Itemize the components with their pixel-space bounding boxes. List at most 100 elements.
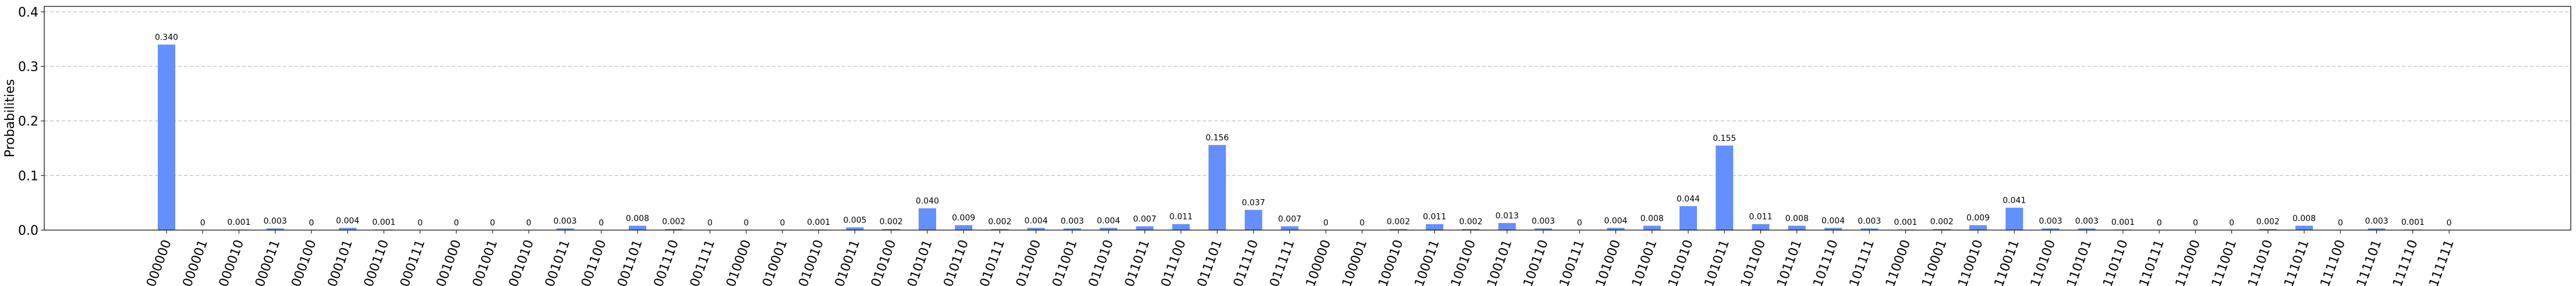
bar-value-label: 0.004 xyxy=(1822,216,1845,225)
bar-value-label: 0 xyxy=(417,218,423,228)
bar-value-label: 0.007 xyxy=(1278,214,1301,224)
bar-value-label: 0.001 xyxy=(1894,218,1917,227)
bar-value-label: 0 xyxy=(2193,218,2198,228)
bar-value-label: 0.003 xyxy=(2075,217,2099,226)
bar-value-label: 0.001 xyxy=(807,218,830,227)
bar xyxy=(1498,223,1516,230)
bar-value-label: 0 xyxy=(1359,218,1365,228)
bar-value-label: 0.040 xyxy=(916,197,939,206)
bar-value-label: 0.002 xyxy=(662,217,685,227)
bar xyxy=(1462,229,1480,230)
bar xyxy=(2005,207,2024,230)
bar-value-label: 0.002 xyxy=(880,217,903,227)
bar xyxy=(2042,228,2060,230)
bar xyxy=(266,228,284,230)
bar-value-label: 0.011 xyxy=(1423,213,1446,222)
bar-value-label: 0.002 xyxy=(1387,217,1410,227)
bar-value-label: 0.009 xyxy=(1966,214,1990,223)
bar-value-label: 0.340 xyxy=(155,33,178,43)
bar xyxy=(158,44,175,230)
bar xyxy=(1861,228,1879,230)
bar xyxy=(1788,225,1806,230)
bar xyxy=(629,225,647,230)
bar-value-label: 0.008 xyxy=(626,214,649,224)
bar-value-label: 0.002 xyxy=(2256,217,2280,227)
bar-value-label: 0.041 xyxy=(2003,196,2026,206)
bar xyxy=(2078,228,2096,230)
bar-value-label: 0.001 xyxy=(2401,218,2425,227)
bar-value-label: 0.004 xyxy=(1604,216,1627,225)
bar xyxy=(2368,228,2386,230)
y-tick-label: 0.2 xyxy=(18,115,38,129)
bar-value-label: 0 xyxy=(490,218,495,228)
bar-value-label: 0.011 xyxy=(1749,213,1772,222)
bar xyxy=(1245,210,1263,230)
bar xyxy=(1027,228,1045,230)
bar-value-label: 0.001 xyxy=(372,218,395,227)
bar xyxy=(1100,228,1118,230)
bar-value-label: 0.155 xyxy=(1713,134,1736,143)
bar-value-label: 0.003 xyxy=(554,217,577,226)
bar-value-label: 0.037 xyxy=(1242,198,1265,207)
bar xyxy=(1208,144,1226,230)
bar-value-label: 0.008 xyxy=(1640,214,1664,224)
bar xyxy=(1426,224,1444,230)
bar-value-label: 0.003 xyxy=(1858,217,1881,226)
bar-value-label: 0 xyxy=(526,218,532,228)
bar-value-label: 0 xyxy=(1577,218,1582,228)
bar-value-label: 0.011 xyxy=(1170,213,1193,222)
bar xyxy=(2259,229,2277,230)
bar xyxy=(1535,228,1553,230)
bar xyxy=(1281,226,1299,230)
bar-value-label: 0 xyxy=(309,218,314,228)
bar xyxy=(919,208,936,230)
bar-value-label: 0.013 xyxy=(1496,211,1519,221)
bar xyxy=(882,229,900,230)
bar xyxy=(846,227,864,230)
bar-value-label: 0 xyxy=(780,218,785,228)
bar-value-label: 0.002 xyxy=(1459,217,1483,227)
bar xyxy=(1136,226,1154,230)
bar-value-labels: 0.340 0 0.001 0.003 0 0.004 0.001 0 0 0 0 0.003 0 0.0… xyxy=(155,33,2452,228)
bar xyxy=(2295,225,2313,230)
bar xyxy=(1679,206,1697,230)
bar-value-label: 0.004 xyxy=(1025,216,1048,225)
bar xyxy=(1063,228,1081,230)
bar xyxy=(1172,224,1190,230)
bar-value-label: 0.007 xyxy=(1133,214,1156,224)
bar xyxy=(991,229,1009,230)
bar-value-label: 0 xyxy=(2229,218,2234,228)
y-tick-label: 0.3 xyxy=(18,60,38,75)
bar-value-label: 0 xyxy=(2338,218,2343,228)
bar-value-label: 0.009 xyxy=(952,214,975,223)
bar-value-label: 0.044 xyxy=(1677,195,1700,204)
y-axis-label: Probabilities xyxy=(3,79,17,157)
bar-value-label: 0 xyxy=(743,218,749,228)
bar-value-label: 0.004 xyxy=(1097,216,1120,225)
bar-value-label: 0.008 xyxy=(1785,214,1809,224)
bar-value-label: 0.003 xyxy=(1532,217,1555,226)
bar-value-label: 0 xyxy=(1323,218,1328,228)
bar xyxy=(339,228,357,230)
bar xyxy=(1969,225,1987,230)
bar-value-label: 0.008 xyxy=(2292,214,2316,224)
bar xyxy=(1390,229,1408,230)
bar-value-label: 0.002 xyxy=(988,217,1011,227)
bar xyxy=(1643,225,1661,230)
bar-value-label: 0.002 xyxy=(1930,217,1954,227)
bar xyxy=(556,228,574,230)
bars xyxy=(158,44,2422,230)
bar-value-label: 0.003 xyxy=(264,217,287,226)
bar xyxy=(1824,228,1842,230)
y-tick-label: 0.4 xyxy=(18,5,38,20)
bar-value-label: 0 xyxy=(453,218,459,228)
bar-value-label: 0.003 xyxy=(1061,217,1084,226)
bar xyxy=(955,225,973,230)
bar-value-label: 0 xyxy=(2157,218,2162,228)
bar-value-label: 0 xyxy=(200,218,205,228)
bar-value-label: 0 xyxy=(707,218,713,228)
y-axis: 0.0 0.1 0.2 0.3 0.4 xyxy=(18,5,44,238)
bar-value-label: 0.003 xyxy=(2039,217,2062,226)
